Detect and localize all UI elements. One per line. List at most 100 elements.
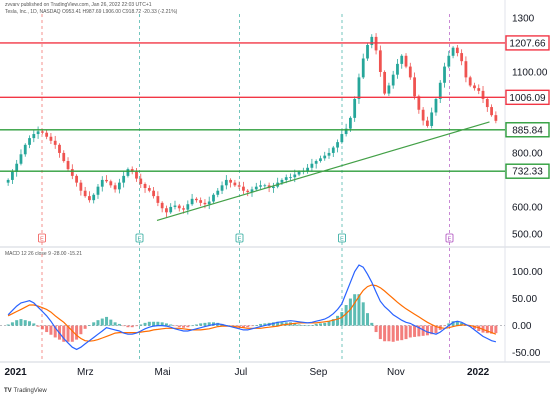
candle-body [224, 179, 228, 186]
candle-body [23, 144, 27, 155]
macd-histogram-bar [366, 313, 370, 326]
time-tick-label: Nov [387, 367, 405, 378]
macd-histogram-bar [323, 322, 327, 326]
macd-histogram-bar [443, 325, 447, 327]
candle-body [250, 189, 254, 193]
candle-body [105, 179, 108, 182]
price-tick-label: 500.00 [512, 229, 543, 240]
candle-body [349, 117, 352, 129]
time-tick-label: Mai [155, 367, 171, 378]
candle-body [314, 161, 318, 164]
candle-body [220, 185, 224, 191]
candle-body [45, 132, 49, 137]
macd-histogram-bar [387, 325, 391, 342]
macd-histogram-bar [207, 322, 211, 326]
macd-histogram-bar [494, 325, 498, 334]
candle-body [408, 66, 412, 78]
event-badge-label: E [238, 237, 242, 243]
candle-body [88, 196, 91, 201]
macd-histogram-bar [105, 316, 109, 326]
footer-text: TradingView [13, 388, 47, 394]
macd-histogram-bar [164, 323, 168, 326]
macd-histogram-bar [340, 312, 344, 326]
macd-histogram-bar [451, 321, 455, 326]
time-tick-label: Jul [235, 367, 248, 378]
macd-histogram-bar [143, 322, 147, 326]
candle-body [336, 142, 339, 148]
candle-body [19, 154, 23, 164]
candle-body [233, 182, 237, 186]
candle-body [199, 200, 203, 203]
macd-histogram-bar [83, 325, 87, 329]
macd-histogram-bar [173, 325, 177, 327]
candle-body [246, 190, 250, 193]
price-tick-label: 800.00 [512, 148, 543, 159]
event-badge [235, 233, 244, 243]
event-badge [338, 233, 346, 243]
macd-histogram-bar [19, 319, 23, 326]
candle-body [242, 186, 245, 191]
time-tick-label: 2022 [467, 367, 490, 378]
macd-histogram-bar [297, 324, 301, 326]
macd-histogram-bar [318, 323, 322, 326]
event-badge [445, 233, 454, 243]
trendline [156, 121, 490, 221]
candle-body [404, 55, 408, 67]
candle-body [126, 169, 130, 176]
level-label-box [505, 35, 550, 51]
candle-body [177, 205, 181, 209]
candle-body [477, 88, 481, 91]
candle-body [186, 204, 190, 210]
candle-body [263, 185, 267, 187]
candle-body [58, 144, 61, 153]
candle-body [387, 85, 391, 94]
candle-body [451, 47, 455, 56]
time-tick-label: Sep [310, 367, 328, 378]
candle-body [438, 82, 442, 99]
macd-histogram-bar [203, 322, 207, 326]
candle-body [147, 188, 151, 191]
candle-body [366, 44, 369, 59]
candle-body [96, 186, 100, 195]
macd-histogram-bar [241, 325, 245, 328]
macd-histogram-bar [306, 325, 310, 327]
macd-histogram-bar [23, 320, 27, 326]
price-tick-label: 600.00 [512, 202, 543, 213]
candle-body [6, 179, 10, 183]
macd-histogram-bar [45, 325, 49, 333]
event-badge-label: E [340, 237, 344, 243]
candle-body [297, 171, 301, 175]
candle-body [139, 178, 143, 184]
macd-histogram-bar [92, 322, 96, 326]
event-badge [135, 233, 144, 243]
macd-histogram-bar [66, 325, 70, 342]
macd-histogram-bar [122, 325, 126, 327]
candle-body [122, 175, 126, 183]
candle-body [40, 131, 44, 133]
candle-body [203, 202, 207, 205]
macd-histogram-bar [117, 323, 121, 326]
candle-body [430, 112, 434, 126]
candle-body [306, 167, 310, 171]
candle-body [194, 198, 198, 201]
macd-histogram-bar [36, 325, 40, 327]
macd-histogram-bar [199, 323, 203, 326]
macd-histogram-bar [6, 324, 10, 326]
candle-body [143, 183, 147, 189]
macd-line [7, 264, 497, 351]
candle-body [173, 205, 177, 207]
candle-body [62, 152, 66, 162]
candle-body [109, 181, 113, 186]
level-label: 1207.66 [509, 38, 546, 49]
macd-histogram-bar [357, 294, 361, 326]
candle-body [400, 55, 404, 64]
symbol-line: Tesla, Inc., 1D, NASDAQ O953.41 H987.69 … [5, 9, 178, 15]
macd-histogram-bar [395, 325, 399, 341]
macd-histogram-bar [383, 325, 387, 342]
macd-histogram-bar [160, 322, 164, 326]
event-badge-label: E [448, 237, 452, 243]
macd-histogram-bar [40, 325, 44, 330]
candle-body [53, 140, 57, 145]
macd-histogram-bar [310, 325, 314, 326]
